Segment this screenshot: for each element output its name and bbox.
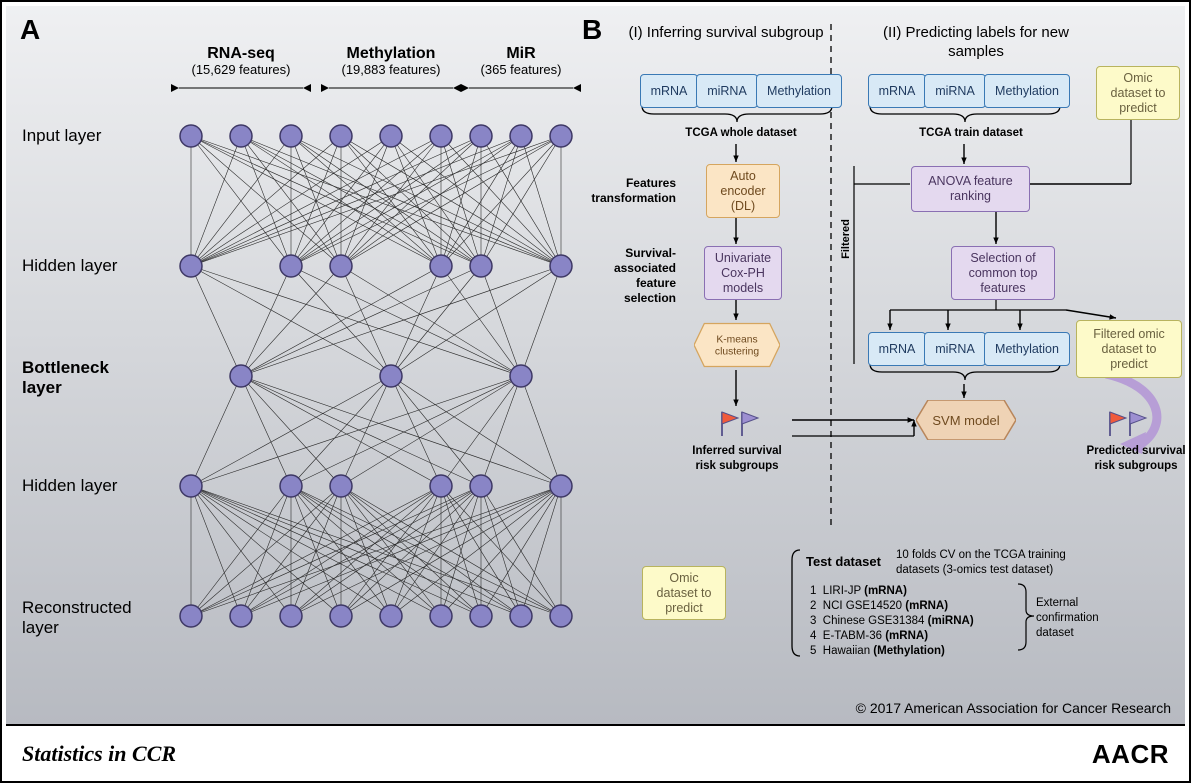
side-sfs: Survival- associated feature selection [576,246,676,306]
panel-b: B (I) Inferring survival subgroup (II) P… [586,6,1185,724]
svg-text:clustering: clustering [715,346,759,357]
side-ft: Features transformation [576,176,676,206]
testset-cv: 10 folds CV on the TCGA training dataset… [896,548,1106,578]
c1-meth-box: Methylation [756,74,842,108]
svg-text:Hidden layer: Hidden layer [22,476,118,495]
svg-text:Hidden layer: Hidden layer [22,256,118,275]
brace2-label: TCGA train dataset [886,126,1056,141]
nn-diagram: RNA-seq(15,629 features) Methylation(19,8… [6,6,586,726]
c2-mrna-box: mRNA [868,74,926,108]
footer-title: Statistics in CCR [22,741,176,767]
inferred-label: Inferred survival risk subgroups [682,444,792,474]
copyright-text: © 2017 American Association for Cancer R… [856,700,1171,716]
svg-text:(19,883 features): (19,883 features) [341,62,440,77]
panel-area: A RNA-seq(15,629 features)Methylation(19… [6,6,1185,726]
omic-predict-bottom: Omic dataset to predict [642,566,726,620]
kmeans-hex: K-meansclustering [694,322,780,368]
testset-item: 2 NCI GSE14520 (mRNA) [810,599,1070,614]
c2-meth-box: Methylation [984,74,1070,108]
testset-item: 1 LIRI-JP (mRNA) [810,584,1070,599]
anova-box: ANOVA feature ranking [911,166,1030,212]
f-mirna-box: miRNA [924,332,986,366]
testset-item: 3 Chinese GSE31384 (miRNA) [810,614,1070,629]
c2-mirna-box: miRNA [924,74,986,108]
svg-text:Bottleneck: Bottleneck [22,358,109,377]
col1-title: (I) Inferring survival subgroup [626,24,826,43]
svg-text:(365 features): (365 features) [481,62,562,77]
svg-text:SVM model: SVM model [932,413,999,428]
select-box: Selection of common top features [951,246,1055,300]
coxph-box: Univariate Cox-PH models [704,246,782,300]
testset-title: Test dataset [806,554,881,571]
testset-item: 4 E-TABM-36 (mRNA) [810,629,1070,644]
figure-root: A RNA-seq(15,629 features)Methylation(19… [0,0,1191,783]
filtered-predict-box: Filtered omic dataset to predict [1076,320,1182,378]
svg-text:Methylation: Methylation [347,45,436,62]
testset-item: 5 Hawaiian (Methylation) [810,644,1070,659]
svg-text:Input layer: Input layer [22,126,102,145]
c1-mrna-box: mRNA [640,74,698,108]
f-meth-box: Methylation [984,332,1070,366]
footer: Statistics in CCR AACR [6,731,1185,777]
predicted-label: Predicted survival risk subgroups [1086,444,1186,474]
svg-text:Reconstructed: Reconstructed [22,598,132,617]
f-mrna-box: mRNA [868,332,926,366]
testset-list: 1 LIRI-JP (mRNA)2 NCI GSE14520 (mRNA)3 C… [810,584,1070,659]
svm-hex: SVM model [916,400,1016,440]
filtered-vlabel: Filtered [840,204,854,274]
ext-label: External confirmation dataset [1036,596,1136,641]
autoencoder-box: Auto encoder (DL) [706,164,780,218]
svg-text:RNA-seq: RNA-seq [207,45,275,62]
svg-text:K-means: K-means [716,334,757,345]
svg-text:layer: layer [22,618,59,637]
panel-a: A RNA-seq(15,629 features)Methylation(19… [6,6,586,724]
svg-text:(15,629 features): (15,629 features) [191,62,290,77]
footer-logo: AACR [1092,739,1169,770]
svg-text:MiR: MiR [506,45,536,62]
svg-text:layer: layer [22,378,62,397]
col2-title: (II) Predicting labels for new samples [866,24,1086,62]
c1-mirna-box: miRNA [696,74,758,108]
omic-predict-top: Omic dataset to predict [1096,66,1180,120]
brace1-label: TCGA whole dataset [656,126,826,141]
